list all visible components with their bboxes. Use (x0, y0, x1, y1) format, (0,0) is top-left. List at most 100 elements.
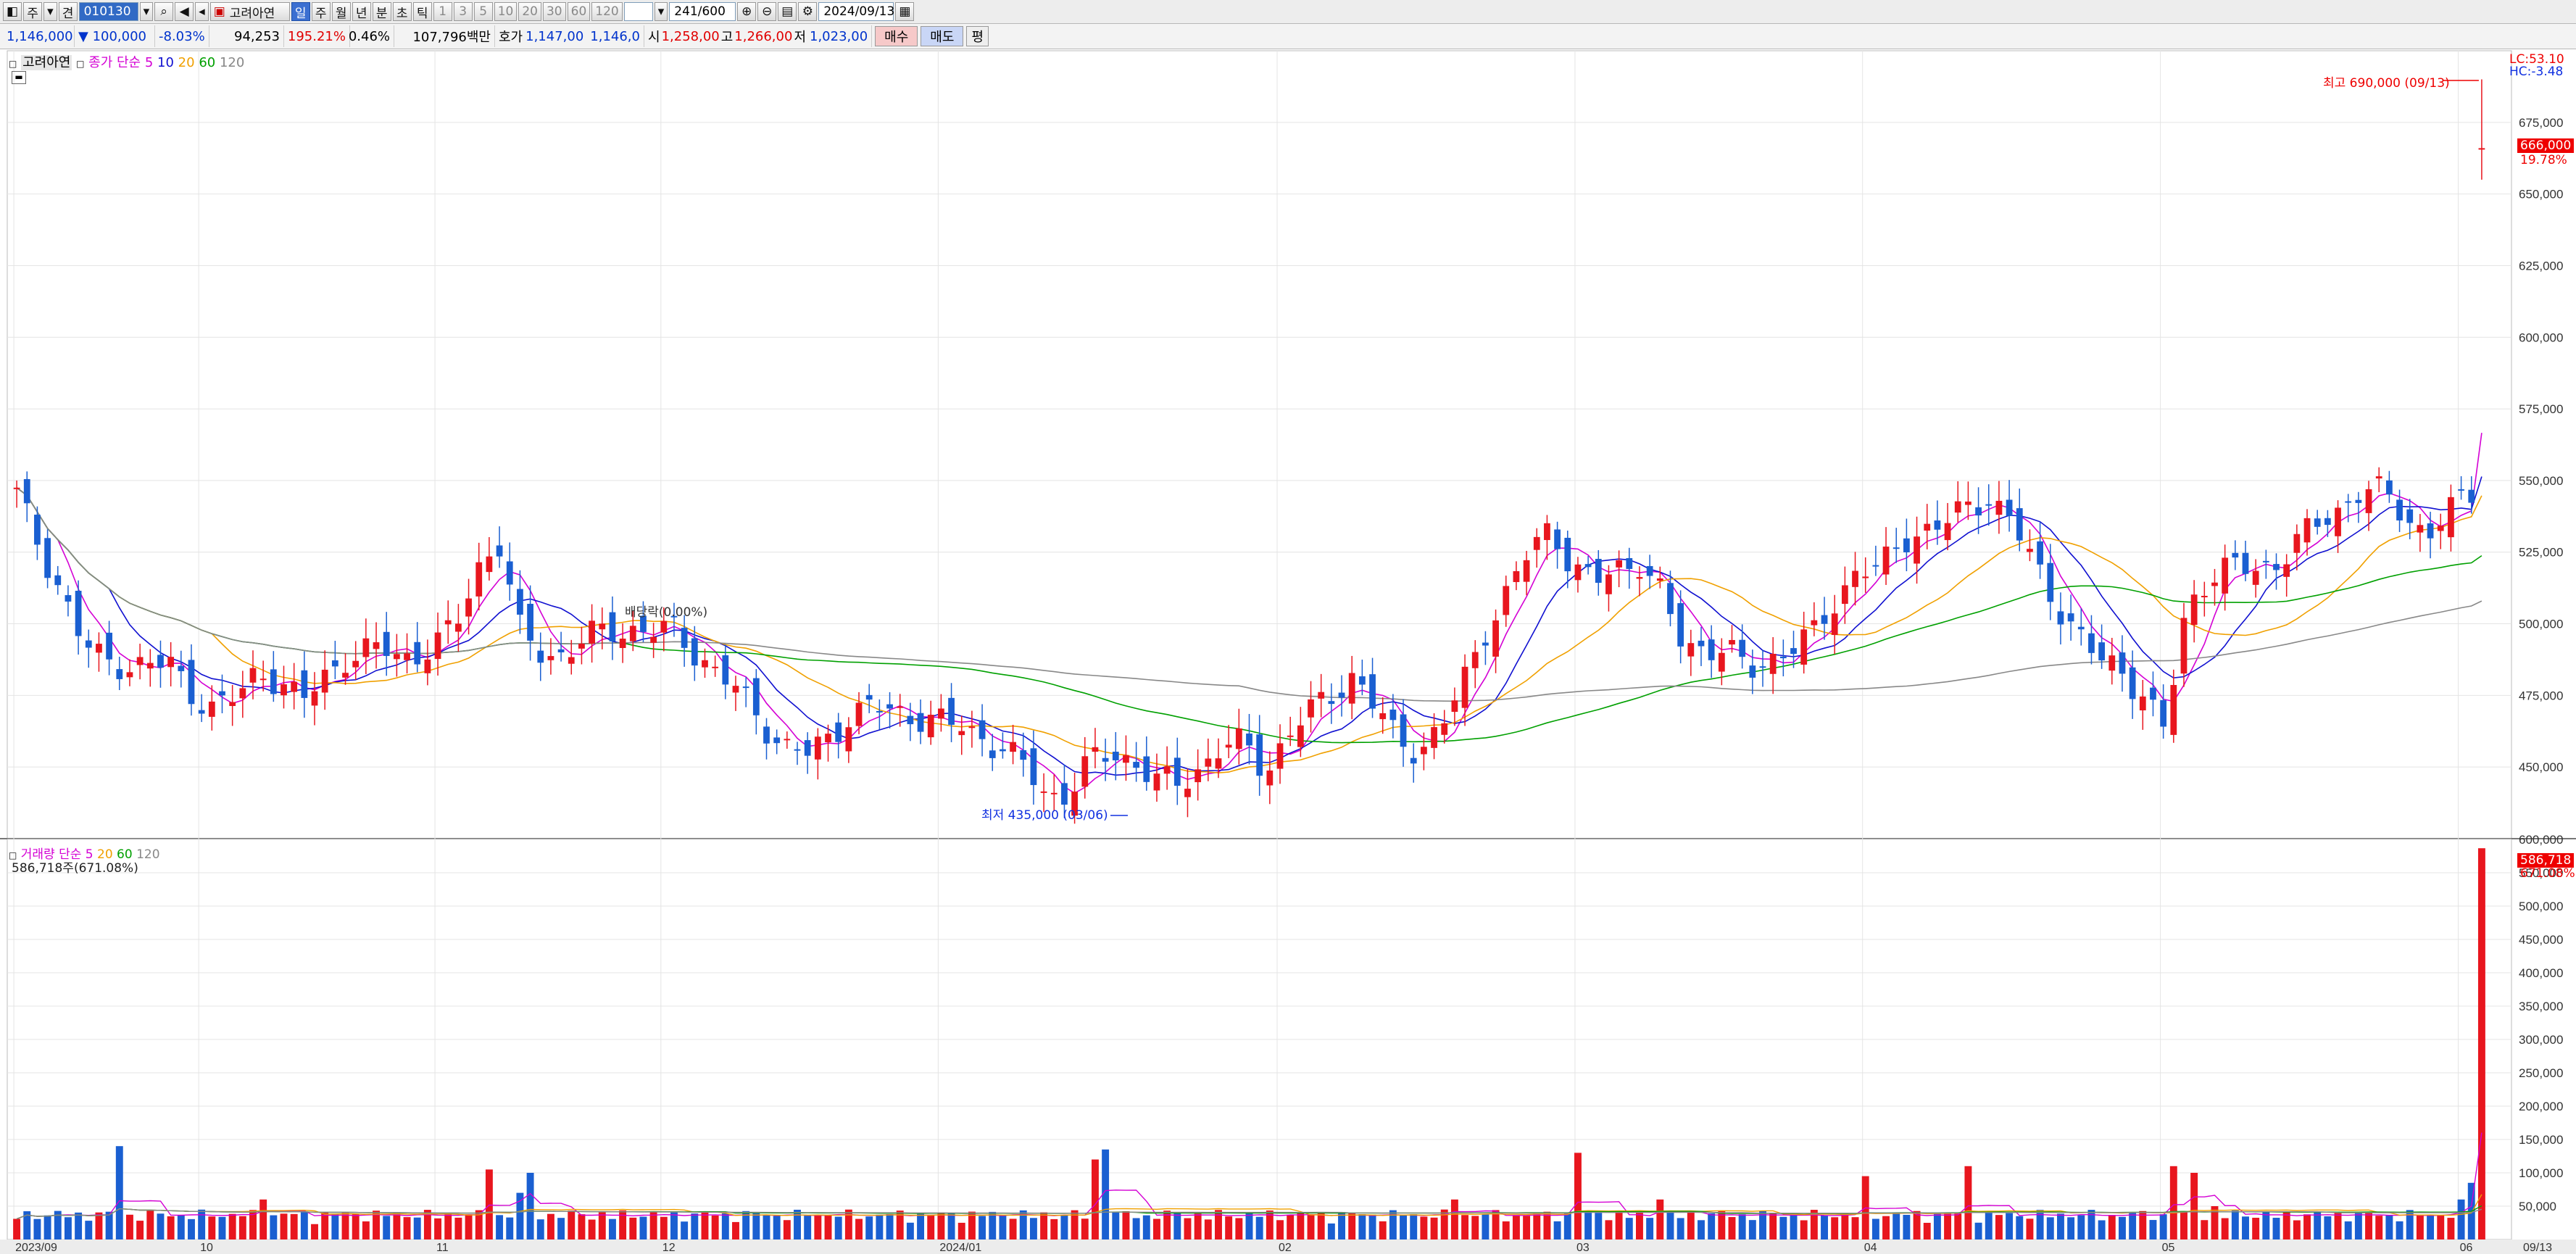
candle-body (1924, 523, 1931, 531)
volume-bar (1348, 1213, 1356, 1240)
candle-body (1687, 643, 1695, 657)
candle-body (1184, 789, 1191, 797)
period-dropdown-icon[interactable]: ▾ (43, 2, 57, 21)
candle-body (1153, 773, 1160, 791)
candle-body (167, 657, 175, 668)
candle-body (2293, 533, 2301, 553)
volume-tick-label: 400,000 (2519, 966, 2563, 980)
zoom-out-icon[interactable]: ⊖ (757, 2, 777, 21)
candle-body (506, 561, 513, 585)
gear-icon[interactable]: ⚙ (798, 2, 818, 21)
interval-tick[interactable]: 틱 (412, 2, 432, 21)
interval-second[interactable]: 초 (392, 2, 412, 21)
hoga-label: 호가 (499, 30, 523, 45)
interval-week[interactable]: 주 (311, 2, 331, 21)
volume-bar (2354, 1211, 2362, 1240)
code-dropdown-icon[interactable]: ▾ (139, 2, 154, 21)
candle-body (2190, 594, 2198, 626)
stock-name-button[interactable]: ▣ 고려아연 (209, 2, 290, 21)
chart-menu-icon[interactable]: ◧ (3, 2, 22, 21)
buy-button[interactable]: 매수 (875, 26, 918, 46)
turnover: 0.46% (349, 25, 394, 47)
volume-bar (465, 1214, 473, 1240)
volume-bar (1698, 1220, 1705, 1240)
volume-bar (876, 1214, 884, 1240)
volume-bar (2046, 1217, 2054, 1240)
volume-bar (649, 1211, 657, 1240)
collapse-icon[interactable]: ▬ (12, 71, 26, 84)
candle-body (291, 681, 298, 692)
interval-day[interactable]: 일 (291, 2, 310, 21)
volume-bar (125, 1214, 133, 1240)
date-input[interactable]: 2024/09/13 (818, 2, 894, 21)
custom-interval-dropdown-icon[interactable]: ▾ (654, 2, 668, 21)
candle-body (2478, 148, 2485, 150)
candle-body (65, 595, 72, 602)
interval-month[interactable]: 월 (331, 2, 351, 21)
volume-bar (136, 1221, 144, 1240)
search-icon[interactable]: ⌕ (154, 2, 174, 21)
interval-year[interactable]: 년 (352, 2, 371, 21)
volume-bar (598, 1212, 606, 1240)
minute-120[interactable]: 120 (591, 2, 623, 21)
candle-body (2262, 560, 2269, 562)
volume-label: 거래량 (20, 847, 55, 862)
view-button[interactable]: 견 (58, 2, 78, 21)
count-input[interactable]: 241/600 (669, 2, 736, 21)
minute-1[interactable]: 1 (433, 2, 452, 21)
volume-bar (1153, 1218, 1160, 1240)
period-button-week[interactable]: 주 (23, 2, 43, 21)
count-max: /600 (697, 4, 726, 19)
candle-body (1903, 538, 1910, 552)
minute-5[interactable]: 5 (473, 2, 493, 21)
volume-bar (1112, 1212, 1120, 1240)
axes: 450,000475,000500,000525,000550,000575,0… (0, 116, 2576, 1254)
candle-body (1420, 747, 1427, 755)
sound-icon[interactable]: ◀ (175, 2, 194, 21)
volume-bar (1450, 1199, 1458, 1240)
minute-3[interactable]: 3 (453, 2, 473, 21)
current-price-tag: 666,000 (2517, 138, 2575, 153)
candle-body (1050, 792, 1058, 794)
price-volume-chart[interactable]: 450,000475,000500,000525,000550,000575,0… (0, 49, 2576, 1254)
candle-body (2232, 552, 2239, 558)
candle-body (1318, 692, 1325, 699)
minute-20[interactable]: 20 (518, 2, 541, 21)
candle-body (1872, 565, 1879, 567)
candle-body (2335, 507, 2341, 536)
candle-body (804, 740, 811, 756)
stock-code-input[interactable]: 010130 (78, 2, 138, 21)
interval-minute[interactable]: 분 (372, 2, 391, 21)
candle-body (2448, 497, 2454, 538)
save-icon[interactable]: ▤ (778, 2, 797, 21)
volume-bar (434, 1218, 442, 1240)
zoom-in-icon[interactable]: ⊕ (737, 2, 757, 21)
low-annotation: 최저 435,000 (03/06) (981, 808, 1108, 823)
candle-body (763, 726, 770, 744)
prev-stock-icon[interactable]: ◂ (195, 2, 209, 21)
high-price: 1,266,00 (734, 28, 793, 44)
sell-button[interactable]: 매도 (921, 26, 964, 46)
calendar-icon[interactable]: ▦ (895, 2, 915, 21)
trade-amount: 107,796백만 (394, 25, 495, 47)
minute-60[interactable]: 60 (567, 2, 591, 21)
volume-moving-averages (16, 1132, 2482, 1220)
volume: 94,253 (209, 25, 284, 47)
volume-bar (506, 1217, 514, 1240)
candle-body (1431, 727, 1437, 748)
custom-interval-input[interactable] (623, 2, 653, 21)
candle-body (44, 538, 51, 578)
volume-bar (1184, 1218, 1192, 1240)
candle-body (557, 649, 565, 652)
minute-10[interactable]: 10 (494, 2, 518, 21)
candle-body (1123, 755, 1129, 763)
candle-body (1503, 586, 1510, 615)
volume-bar (1821, 1215, 1828, 1240)
eval-button[interactable]: 평 (966, 26, 989, 46)
candle-body (393, 654, 400, 660)
candle-body (2273, 564, 2280, 570)
candle-body (2057, 611, 2064, 625)
volume-bar (1060, 1215, 1068, 1240)
candle-body (1410, 757, 1417, 764)
minute-30[interactable]: 30 (542, 2, 566, 21)
